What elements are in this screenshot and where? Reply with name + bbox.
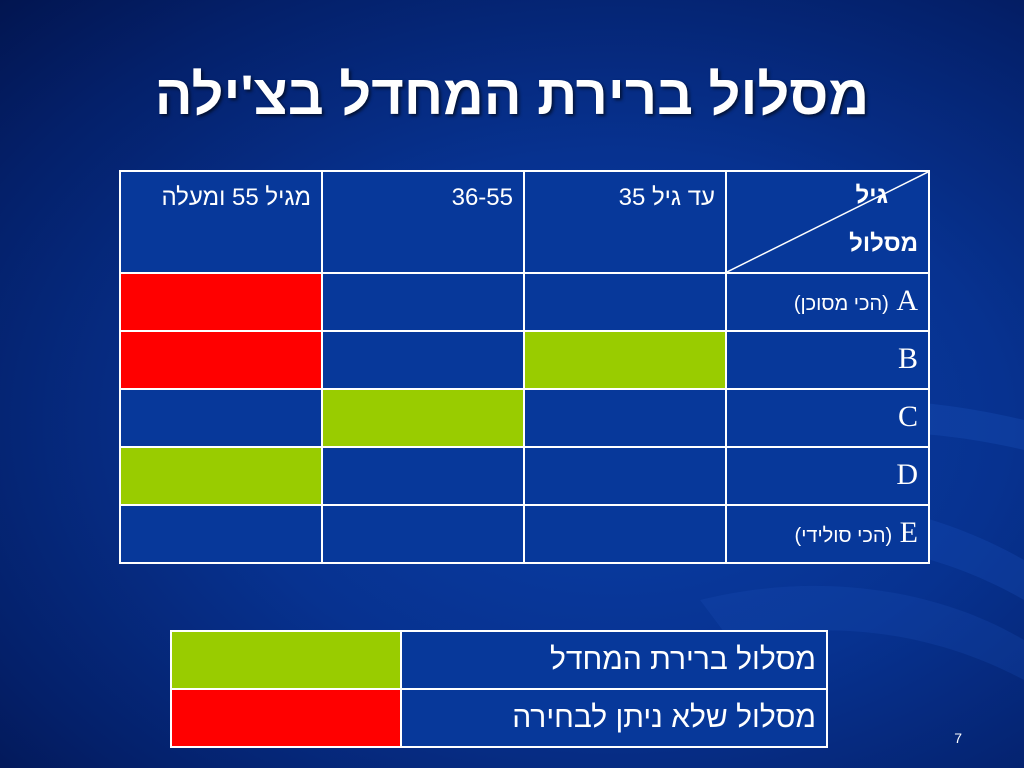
age-route-table: גיל מסלול עד גיל 35 36-55 מגיל 55 ומעלה … [119, 170, 930, 564]
table-header-row: גיל מסלול עד גיל 35 36-55 מגיל 55 ומעלה [119, 170, 930, 274]
column-header: 36-55 [321, 170, 525, 274]
table-cell [119, 330, 323, 390]
legend-label: מסלול ברירת המחדל [400, 630, 828, 690]
route-label-cell: E (הכי סולידי) [725, 504, 930, 564]
slide-title: מסלול ברירת המחדל בצ'ילה [154, 63, 870, 126]
corner-header-cell: גיל מסלול [725, 170, 930, 274]
table-cell [523, 272, 727, 332]
table-cell [321, 388, 525, 448]
table-cell [523, 446, 727, 506]
table-row: E (הכי סולידי) [119, 504, 930, 564]
route-letter: C [897, 400, 918, 433]
column-header: מגיל 55 ומעלה [119, 170, 323, 274]
table-cell [321, 504, 525, 564]
column-header: עד גיל 35 [523, 170, 727, 274]
table-cell [523, 504, 727, 564]
legend-swatch-default [170, 630, 402, 690]
track-label: מסלול [849, 230, 918, 257]
table-row: D [119, 446, 930, 506]
table-cell [119, 272, 323, 332]
table-cell [321, 446, 525, 506]
route-label-cell: A (הכי מסוכן) [725, 272, 930, 332]
route-letter: B [897, 342, 918, 375]
page-number: 7 [954, 730, 962, 746]
route-label-cell: B [725, 330, 930, 390]
legend-swatch-not-selectable [170, 688, 402, 748]
table-cell [119, 388, 323, 448]
legend-table: מסלול ברירת המחדל מסלול שלא ניתן לבחירה [170, 630, 828, 748]
table-cell [119, 446, 323, 506]
route-label-cell: D [725, 446, 930, 506]
table-cell [321, 272, 525, 332]
legend-row: מסלול שלא ניתן לבחירה [170, 688, 828, 748]
route-letter: E [899, 516, 918, 549]
route-note: (הכי מסוכן) [793, 293, 889, 315]
route-letter: D [896, 458, 918, 491]
table-cell [321, 330, 525, 390]
table-row: A (הכי מסוכן) [119, 272, 930, 332]
route-note: (הכי סולידי) [794, 525, 893, 547]
diagonal-divider [727, 172, 928, 272]
table-cell [119, 504, 323, 564]
legend-label: מסלול שלא ניתן לבחירה [400, 688, 828, 748]
legend-row: מסלול ברירת המחדל [170, 630, 828, 690]
table-cell [523, 330, 727, 390]
table-row: C [119, 388, 930, 448]
route-letter: A [896, 284, 918, 317]
table-row: B [119, 330, 930, 390]
route-label-cell: C [725, 388, 930, 448]
table-cell [523, 388, 727, 448]
age-label: גיל [855, 182, 888, 209]
